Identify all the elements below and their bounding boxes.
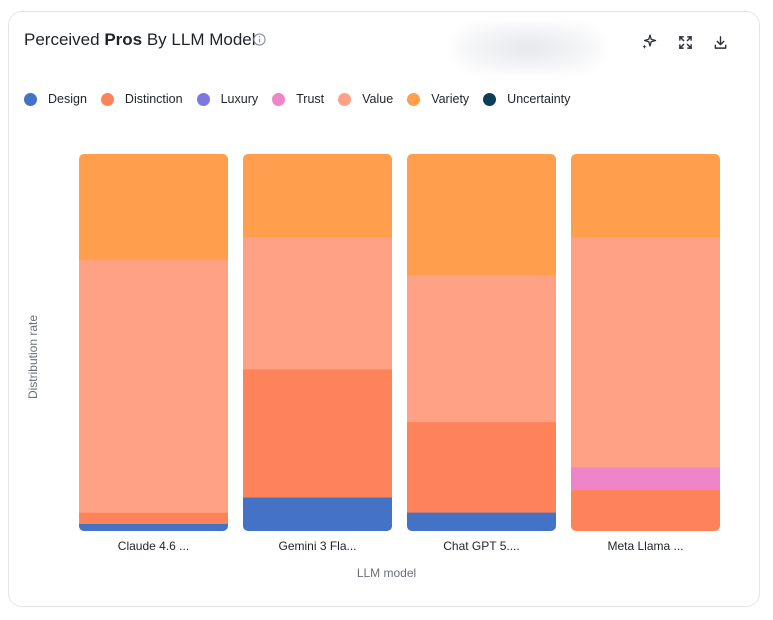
legend-swatch bbox=[24, 92, 37, 106]
legend-item-uncertainty[interactable]: Uncertainty bbox=[483, 92, 570, 106]
bar-segment-variety[interactable] bbox=[407, 154, 556, 276]
legend-label: Distinction bbox=[124, 92, 183, 106]
legend-swatch bbox=[196, 92, 210, 106]
download-icon[interactable] bbox=[711, 33, 729, 51]
x-tick-label: Claude 4.6 ... bbox=[118, 539, 189, 553]
bar-segment-design[interactable] bbox=[79, 523, 228, 531]
legend-label: Uncertainty bbox=[507, 92, 571, 106]
legend-swatch bbox=[338, 92, 352, 106]
sparkle-icon[interactable] bbox=[640, 33, 658, 51]
bar-segment-design[interactable] bbox=[243, 497, 392, 531]
legend-item-value[interactable]: Value bbox=[338, 92, 393, 106]
bar-group[interactable] bbox=[243, 154, 392, 532]
x-axis-label: LLM model bbox=[356, 566, 417, 580]
bar-segment-variety[interactable] bbox=[243, 154, 392, 238]
chart-title: Perceived Pros By LLM Model bbox=[24, 30, 256, 49]
info-icon[interactable] bbox=[253, 33, 266, 46]
legend-label: Value bbox=[362, 92, 394, 106]
bar-segment-distinction[interactable] bbox=[407, 421, 556, 513]
legend-swatch bbox=[100, 92, 114, 106]
bar-segment-value[interactable] bbox=[407, 274, 556, 423]
legend-label: Luxury bbox=[220, 92, 259, 106]
legend-swatch bbox=[272, 92, 286, 106]
x-tick-label: Gemini 3 Fla... bbox=[278, 539, 356, 553]
expand-icon[interactable] bbox=[676, 33, 694, 51]
legend-label: Design bbox=[48, 92, 87, 106]
bar-segment-value[interactable] bbox=[79, 259, 228, 513]
legend-item-design[interactable]: Design bbox=[24, 92, 87, 106]
bar-group[interactable] bbox=[79, 154, 228, 532]
legend-item-distinction[interactable]: Distinction bbox=[100, 92, 183, 106]
legend-item-trust[interactable]: Trust bbox=[272, 92, 324, 106]
x-tick-label: Chat GPT 5.... bbox=[443, 539, 519, 553]
bar-segment-variety[interactable] bbox=[79, 154, 228, 261]
bar-segment-trust[interactable] bbox=[571, 466, 720, 491]
legend-item-variety[interactable]: Variety bbox=[407, 92, 469, 106]
legend-swatch bbox=[483, 92, 497, 106]
bar-segment-value[interactable] bbox=[243, 236, 392, 370]
bar-group[interactable] bbox=[407, 154, 556, 532]
bar-segment-value[interactable] bbox=[571, 236, 720, 468]
legend-swatch bbox=[407, 92, 421, 106]
bar-segment-variety[interactable] bbox=[571, 154, 720, 238]
legend-item-luxury[interactable]: Luxury bbox=[196, 92, 259, 106]
y-axis-label: Distribution rate bbox=[26, 314, 40, 400]
legend-label: Variety bbox=[431, 92, 470, 106]
chart-legend: Design Distinction Luxury Trust Value Variety… bbox=[24, 92, 584, 106]
bar-group[interactable] bbox=[571, 154, 720, 532]
bar-segment-distinction[interactable] bbox=[571, 489, 720, 532]
x-tick-label: Meta Llama ... bbox=[607, 539, 683, 553]
blurred-control bbox=[453, 22, 603, 74]
bar-segment-distinction[interactable] bbox=[243, 368, 392, 498]
legend-label: Trust bbox=[296, 92, 325, 106]
bar-segment-design[interactable] bbox=[407, 512, 556, 531]
bar-segment-distinction[interactable] bbox=[79, 512, 228, 524]
